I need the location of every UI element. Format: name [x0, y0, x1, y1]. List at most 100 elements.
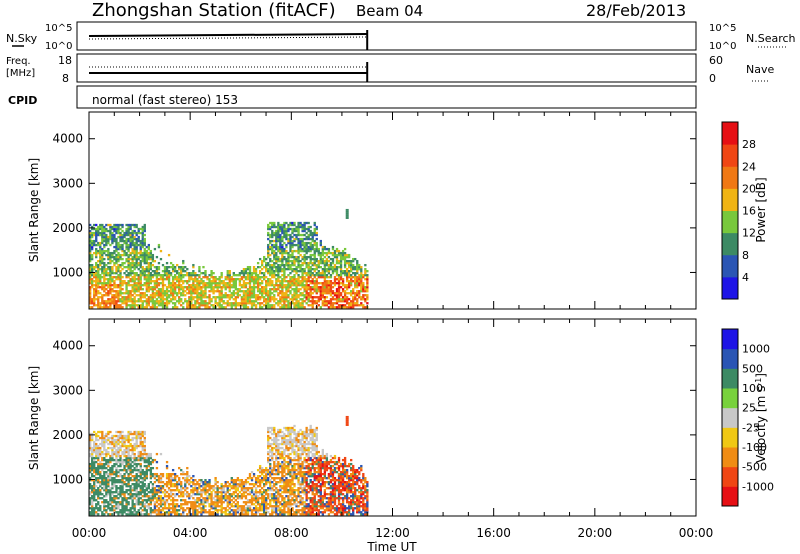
velocity-cell: [176, 503, 179, 506]
power-cell: [228, 276, 231, 279]
power-cell: [297, 276, 300, 279]
velocity-cell: [176, 474, 179, 478]
power-cell: [113, 225, 116, 229]
power-cell: [343, 247, 347, 251]
power-cell: [317, 249, 320, 253]
velocity-cell: [216, 509, 219, 512]
power-cell: [354, 280, 357, 283]
power-cell: [137, 284, 140, 287]
power-cell: [117, 270, 120, 273]
velocity-cell: [91, 464, 94, 468]
velocity-cell: [159, 501, 163, 504]
velocity-cell: [91, 499, 94, 502]
power-cell: [297, 261, 300, 265]
power-cell: [151, 263, 155, 267]
power-cell: [343, 274, 347, 277]
velocity-cell: [121, 481, 124, 484]
velocity-cell: [224, 491, 227, 494]
power-cell: [327, 286, 331, 289]
velocity-cell: [273, 436, 276, 440]
power-cell: [89, 229, 92, 233]
power-cell: [315, 237, 318, 241]
power-cell: [111, 288, 114, 291]
power-cell: [91, 241, 94, 245]
power-cell: [91, 253, 94, 257]
power-cell: [307, 288, 310, 291]
power-cell: [161, 292, 165, 295]
power-cell: [325, 247, 329, 251]
power-cell: [111, 225, 114, 229]
power-cell: [105, 249, 108, 253]
power-cell: [317, 304, 320, 307]
velocity-cell: [182, 503, 185, 506]
velocity-cell: [190, 485, 193, 488]
power-cell: [301, 267, 304, 271]
velocity-cell: [133, 466, 136, 470]
power-cell: [105, 233, 108, 237]
power-cell: [115, 276, 118, 279]
power-cell: [97, 229, 100, 233]
power-cell: [153, 306, 157, 309]
power-cell: [137, 306, 140, 309]
velocity-cell: [103, 477, 106, 480]
power-cell: [254, 280, 258, 283]
velocity-cell: [109, 503, 112, 506]
power-cell: [113, 239, 116, 243]
velocity-cell: [97, 503, 100, 506]
power-cell: [123, 282, 126, 285]
power-cell: [188, 290, 191, 293]
power-cell: [234, 298, 238, 301]
velocity-cell: [161, 509, 165, 512]
power-cell: [260, 306, 264, 309]
power-cell: [299, 298, 302, 301]
velocity-cell: [252, 503, 256, 506]
velocity-cell: [210, 511, 213, 514]
power-cell: [265, 276, 268, 279]
power-cell: [212, 282, 215, 285]
velocity-cell: [123, 464, 126, 468]
power-cell: [165, 292, 169, 295]
velocity-cell: [171, 499, 175, 502]
power-cell: [151, 306, 155, 309]
velocity-cell: [246, 513, 250, 516]
velocity-cell: [234, 499, 238, 502]
velocity-cell: [165, 511, 169, 514]
power-cell: [337, 292, 341, 295]
velocity-cell: [232, 511, 235, 514]
power-cell: [362, 294, 365, 297]
power-cell: [297, 249, 300, 253]
power-cell: [171, 270, 175, 273]
power-cell: [145, 257, 148, 261]
power-cell: [299, 247, 302, 251]
power-cell: [327, 288, 331, 291]
velocity-cell: [125, 513, 128, 516]
power-cell: [271, 270, 274, 273]
power-cell: [297, 294, 300, 297]
velocity-cell: [129, 472, 132, 476]
power-cell: [313, 241, 316, 245]
power-cell: [198, 274, 201, 277]
power-cell: [313, 286, 316, 289]
power-cell: [200, 300, 203, 303]
velocity-cell: [165, 495, 169, 498]
power-cell: [246, 274, 250, 277]
power-cell: [260, 259, 264, 263]
velocity-cell: [157, 491, 161, 494]
velocity-cell: [137, 462, 140, 466]
velocity-cell: [263, 468, 266, 472]
power-cell: [289, 292, 292, 295]
power-cell: [117, 253, 120, 257]
velocity-cell: [151, 495, 155, 498]
power-cell: [133, 261, 136, 265]
power-cell: [248, 284, 252, 287]
velocity-cell: [97, 491, 100, 494]
power-cell: [307, 304, 310, 307]
velocity-cell: [265, 501, 268, 504]
velocity-cell: [184, 472, 187, 476]
power-cell: [293, 239, 296, 243]
velocity-cell: [159, 491, 163, 494]
power-cell: [232, 304, 235, 307]
power-cell: [165, 270, 169, 273]
power-cell: [238, 302, 242, 305]
velocity-cell: [192, 479, 195, 482]
